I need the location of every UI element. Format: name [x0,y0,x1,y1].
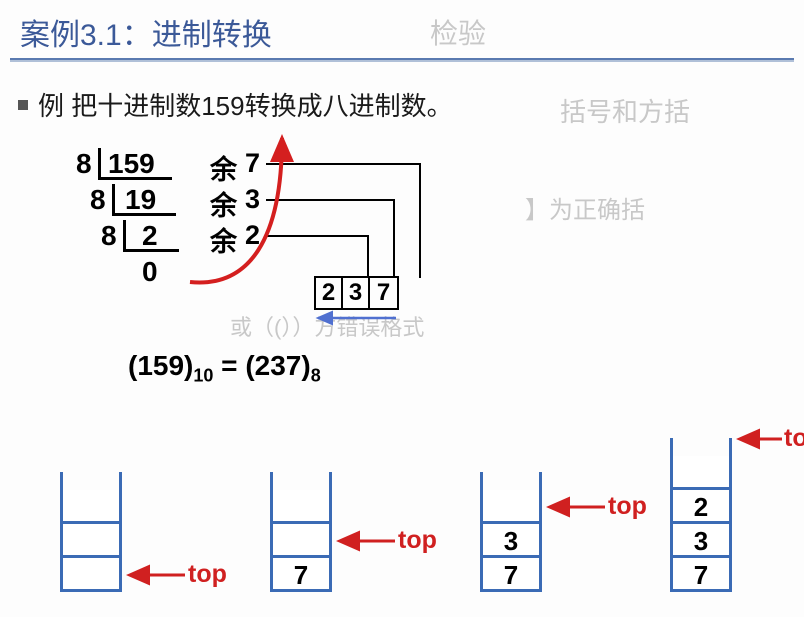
stack-slot [60,558,122,592]
stack-4: 2 3 7 [670,438,732,592]
rem-2: 3 [245,184,260,215]
stack-slot [670,456,732,490]
stack-slot [60,524,122,558]
eq-lhs-num: 159 [137,350,184,381]
equation: (159)10 = (237)8 [128,350,321,387]
bullet-icon [18,100,28,110]
division-diagram: 8 159 余 7 8 19 余 3 8 2 余 2 0 2 3 7 [70,148,490,348]
stack-slot: 3 [480,524,542,558]
top-label-1: top [188,560,227,589]
example-line: 例 把十进制数159转换成八进制数。 [0,60,804,123]
stack-slot [60,490,122,524]
stack-slot [480,490,542,524]
stack-slot: 7 [670,558,732,592]
page-title: 案例3.1：进制转换 [0,0,804,58]
dividend-3: 2 [142,220,158,252]
stack-rail [270,472,332,490]
rem-prefix-3: 余 [210,220,237,259]
stack-2: 7 [270,472,332,592]
eq-rhs-base: 8 [311,366,321,386]
rem-prefix-1: 余 [210,148,237,187]
stack-rail [480,472,542,490]
stack-slot: 7 [480,558,542,592]
rem-prefix-2: 余 [210,184,237,223]
stack-slot: 3 [670,524,732,558]
stack-3: 3 7 [480,472,542,592]
stack-1 [60,472,122,592]
eq-lhs-base: 10 [193,366,213,386]
result-cell-1: 3 [343,278,370,308]
div-base-2: 8 [90,184,106,216]
eq-rhs-num: 237 [255,350,302,381]
div-final: 0 [142,256,158,288]
example-text: 例 把十进制数159转换成八进制数。 [38,91,453,121]
div-base-1: 8 [76,148,92,180]
dividend-1: 159 [108,148,155,180]
result-cell-2: 7 [370,278,397,308]
div-base-3: 8 [101,220,117,252]
stack-slot: 7 [270,558,332,592]
top-label-2: top [398,526,437,555]
stack-rail [670,438,732,456]
stacks-row: top 7 top 3 7 top 2 3 7 top [60,402,780,602]
stack-slot: 2 [670,490,732,524]
stack-slot [270,490,332,524]
ghost-text: 】为正确括 [525,190,645,225]
top-label-3: top [608,492,647,521]
dividend-2: 19 [125,184,156,216]
stack-rail [60,472,122,490]
top-label-4: top [784,424,804,453]
result-cell-0: 2 [316,278,343,308]
rem-3: 2 [245,220,260,251]
stack-slot [270,524,332,558]
result-boxes: 2 3 7 [314,276,399,310]
rem-1: 7 [245,148,260,179]
